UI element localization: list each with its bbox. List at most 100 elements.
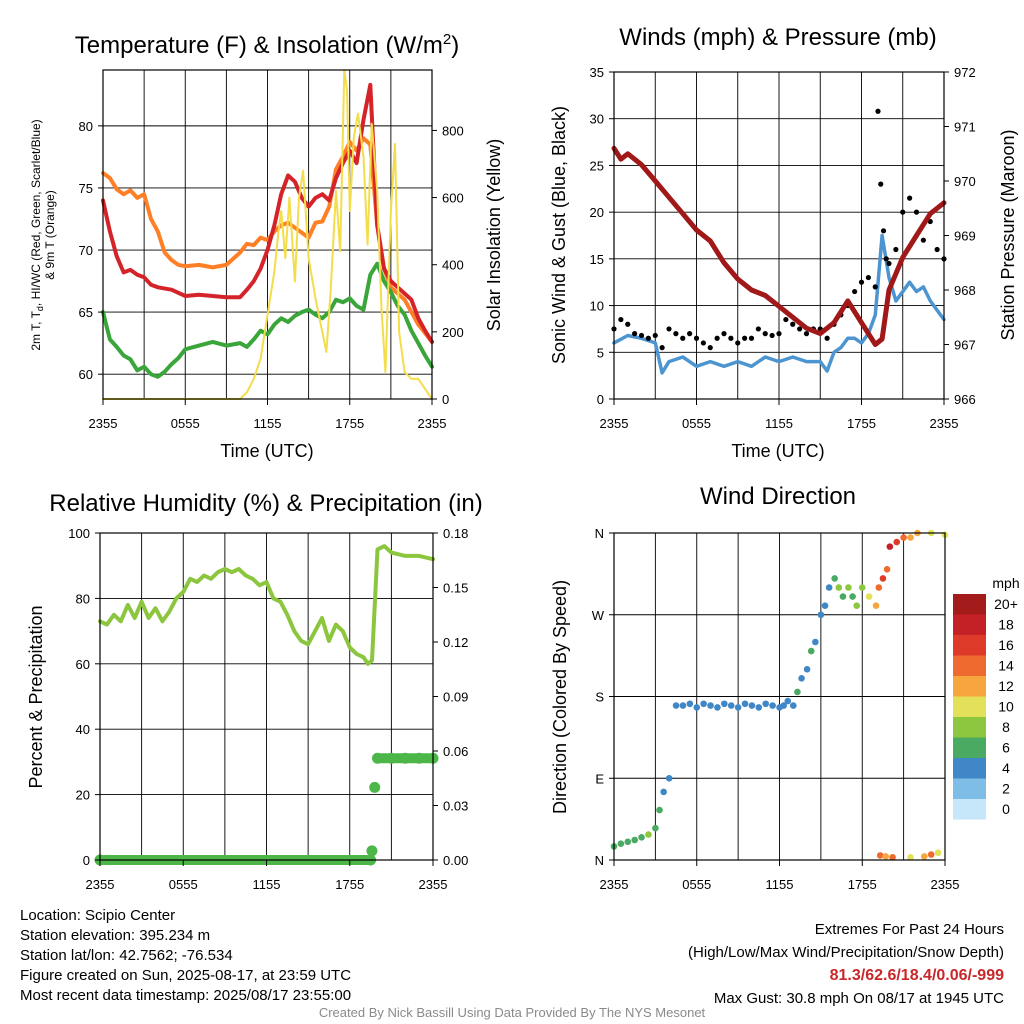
wind-speed-legend: mph 20+ 18 16 14 12 10 8 6 4 2 0 [953,575,1020,820]
right-y-tick-label: 967 [954,338,976,353]
right-y-tick-label: 971 [954,120,976,135]
gust-point [618,316,624,323]
wind-direction-point [831,575,838,582]
left-y-tick-label: 5 [597,345,604,360]
wind-speed-legend-label: 4 [1002,760,1010,776]
wind-direction-point [872,602,880,609]
left-y-tick-label: W [592,608,605,623]
wind-direction-point [652,824,659,832]
wind-direction-point [748,702,756,709]
wind-direction-point [839,593,847,600]
wind-direction-point [879,575,887,582]
right-y-tick-label: 0.12 [443,635,468,650]
wind-speed-legend-swatch [953,737,986,758]
x-tick-label: 1155 [254,416,282,431]
gust-point [875,108,881,114]
right-y-tick-label: 970 [954,174,976,189]
gust-point [852,288,858,295]
precipitation-point [366,845,378,857]
max-gust: Max Gust: 30.8 mph On 08/17 at 1945 UTC [713,990,1004,1007]
wind-direction-point [798,675,805,682]
gust-point [790,321,796,327]
wind-direction-point [755,704,763,711]
wind-direction-point [769,702,776,709]
wind-speed-legend-swatch [953,758,986,779]
precipitation-point [385,752,397,764]
insolation-y-axis-label: Solar Insolation (Yellow) [484,139,504,331]
wind-direction-point [645,831,652,838]
right-y-tick-label: 200 [442,325,464,340]
wind-direction-point [741,700,749,708]
gust-point [748,335,755,341]
wind-direction-point [631,836,638,844]
wind-direction-point [617,840,625,847]
wind-speed-legend-swatch [953,594,986,615]
x-tick-label: 2355 [86,877,115,892]
wind-speed-legend-label: 10 [998,699,1014,715]
wind-direction-point [858,584,866,591]
left-y-tick-label: 80 [76,591,90,606]
gust-point [797,326,803,332]
x-tick-label: 2355 [89,416,118,431]
gust-point [687,331,693,337]
right-y-tick-label: 969 [954,229,976,244]
gust-point [900,209,906,215]
wind-speed-legend-label: 18 [998,617,1014,633]
wind-direction-point [660,788,667,796]
gust-point [776,331,782,337]
wind-direction-point [886,543,894,550]
precipitation-point [399,752,411,764]
gust-point [886,260,892,267]
pressure-y-axis-label: Station Pressure (Maroon) [998,129,1018,340]
x-tick-label: 1755 [335,416,364,431]
relative-humidity-line [98,544,435,666]
wind-direction-point [876,852,884,859]
x-tick-label: 0555 [682,877,711,892]
left-y-tick-label: 75 [79,181,93,196]
wind-speed-legend-label: 6 [1002,740,1010,756]
winds-plot-grid [614,72,944,399]
gust-point [652,332,658,339]
x-tick-label: 1155 [766,877,794,892]
wind-direction-point [624,838,632,846]
wind-speed-legend-label: 0 [1002,801,1010,817]
wind-direction-point [656,806,663,814]
gust-point [742,335,748,341]
gust-point [769,332,775,339]
wind-direction-point [927,851,935,858]
gust-point [728,335,734,341]
gust-point [880,228,887,234]
wind-direction-point [780,702,787,709]
wind-direction-point [900,534,907,541]
gust-point [666,326,672,332]
right-y-tick-label: 0.15 [443,581,468,596]
extremes-title: Extremes For Past 24 Hours [814,921,1004,938]
left-y-tick-label: 100 [68,526,90,541]
gust-point [865,274,871,281]
wind-direction-point [817,611,825,619]
station-pressure-line [611,145,947,347]
wind-direction-point [853,602,861,609]
credit-line: Created By Nick Bassill Using Data Provi… [318,1005,706,1020]
station-latlon: Station lat/lon: 42.7562; -76.534 [20,947,233,964]
right-y-tick-label: 972 [954,65,976,80]
right-y-tick-label: 0.09 [443,690,468,705]
gust-point [755,326,761,332]
x-tick-label: 1155 [765,416,793,431]
gust-point [721,331,727,337]
wind-direction-point [734,704,742,711]
winds-panel-title: Winds (mph) & Pressure (mb) [619,24,936,51]
right-y-tick-label: 0.00 [443,853,468,868]
humidity-plot-series [94,544,439,866]
wind-speed-legend-label: 14 [998,658,1014,674]
winds-panel: Winds (mph) & Pressure (mb) Time (UTC) S… [549,24,1018,461]
temperature-y-axis-label-line2: & 9m T (Orange) [43,190,57,280]
x-tick-label: 1755 [848,877,877,892]
wind-speed-legend-swatch [953,799,986,820]
left-y-tick-label: 15 [590,252,604,267]
gust-point [673,331,679,337]
right-y-tick-label: 600 [442,191,464,206]
extremes-values: 81.3/62.6/18.4/0.06/-999 [829,967,1004,984]
wind-speed-legend-swatch [953,614,986,635]
